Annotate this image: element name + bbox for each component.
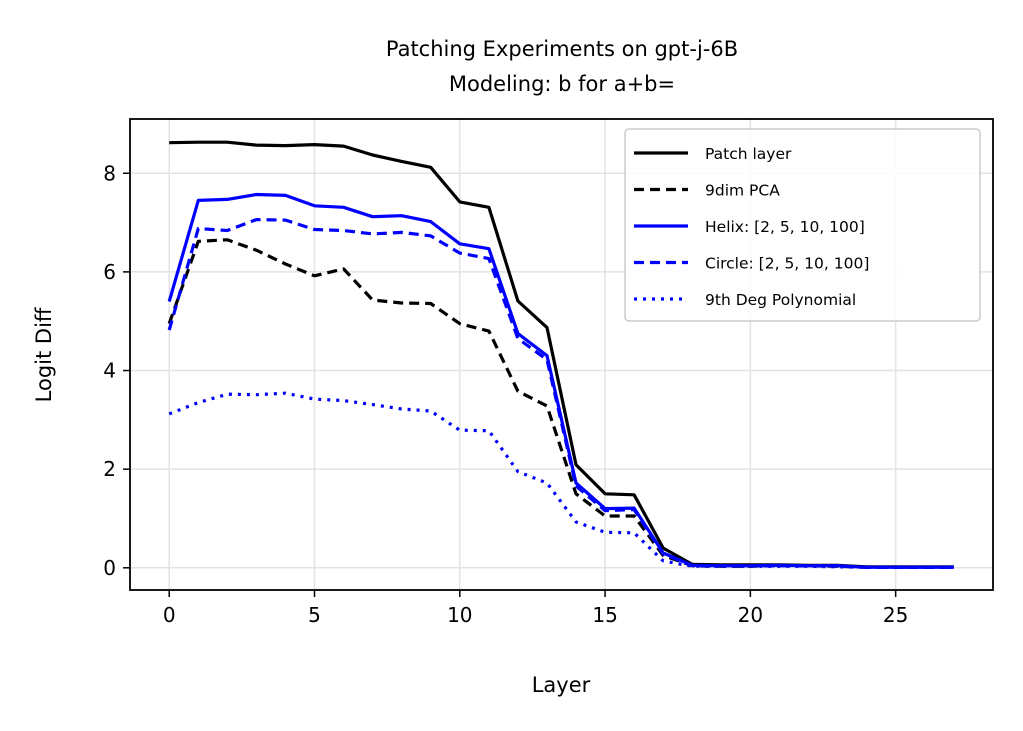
series-group [167,140,954,569]
y-axis-label: Logit Diff [32,307,56,402]
legend-box [624,128,981,322]
chart-subtitle: Modeling: b for a+b= [449,72,675,96]
series-line-circle-2-5-10-100 [167,218,954,569]
chart-title: Patching Experiments on gpt-j-6B [386,37,738,61]
series-line-9th-deg-polynomial [168,391,954,569]
x-tick-label: 25 [883,603,908,627]
y-tick-label: 4 [103,359,116,383]
series-line-9dim-pca [167,238,954,569]
legend: Patch layer 9dim PCA Helix: [2, 5, 10, 100… [624,128,981,322]
legend-label: Helix: [2, 5, 10, 100] [705,218,865,236]
x-axis-label: Layer [532,673,591,697]
y-tick-label: 0 [103,556,116,580]
y-tick-label: 6 [103,260,116,284]
y-tick-label: 8 [103,161,116,185]
legend-label: Patch layer [705,145,792,163]
legend-label: 9th Deg Polynomial [705,291,856,309]
x-tick-label: 15 [592,603,617,627]
axis-ticks: 0 5 10 15 20 25 0 2 4 6 8 [103,161,908,627]
plot-area [129,118,994,591]
y-tick-label: 2 [103,457,116,481]
x-tick-label: 20 [738,603,763,627]
x-tick-label: 5 [308,603,321,627]
legend-label: Circle: [2, 5, 10, 100] [705,255,869,273]
x-tick-label: 0 [163,603,176,627]
x-tick-label: 10 [447,603,472,627]
legend-label: 9dim PCA [705,182,780,200]
